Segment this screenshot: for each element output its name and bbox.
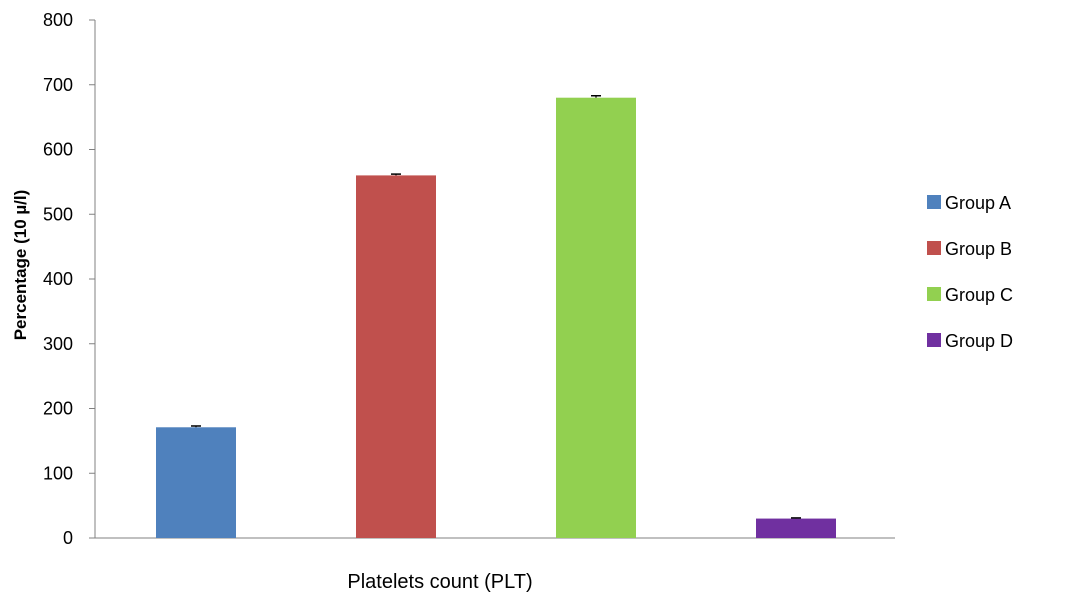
legend: Group A Group B Group C Group D xyxy=(927,193,1013,351)
y-tick-label: 800 xyxy=(43,10,73,30)
bar-group-d xyxy=(756,518,836,538)
y-tick-label: 300 xyxy=(43,334,73,354)
legend-label-group-a: Group A xyxy=(945,193,1011,213)
bar-group-c xyxy=(556,97,636,538)
y-axis-ticks: 0 100 200 300 400 500 600 700 800 xyxy=(43,10,95,548)
legend-label-group-d: Group D xyxy=(945,331,1013,351)
legend-swatch-group-c xyxy=(927,287,941,301)
y-tick-label: 100 xyxy=(43,463,73,483)
y-tick-label: 700 xyxy=(43,75,73,95)
legend-swatch-group-b xyxy=(927,241,941,255)
legend-swatch-group-d xyxy=(927,333,941,347)
y-tick-label: 0 xyxy=(63,528,73,548)
legend-label-group-b: Group B xyxy=(945,239,1012,259)
y-tick-label: 400 xyxy=(43,269,73,289)
y-axis-title: Percentage (10 µ/l) xyxy=(11,190,30,341)
bar-group-a xyxy=(156,427,236,538)
y-tick-label: 600 xyxy=(43,140,73,160)
bar-group-b xyxy=(356,175,436,538)
x-axis-title: Platelets count (PLT) xyxy=(347,571,532,593)
y-tick-label: 200 xyxy=(43,399,73,419)
bars-group xyxy=(156,95,836,538)
y-tick-label: 500 xyxy=(43,204,73,224)
legend-label-group-c: Group C xyxy=(945,285,1013,305)
legend-swatch-group-a xyxy=(927,195,941,209)
